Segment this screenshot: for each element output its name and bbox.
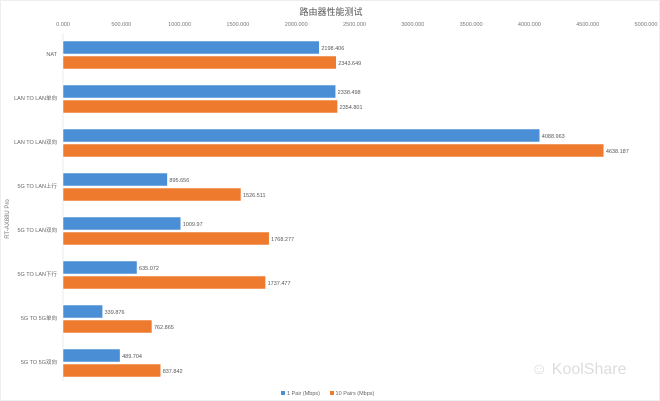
bar-1pair (62, 84, 336, 99)
x-tick-label: 2000.000 (285, 22, 308, 28)
bar-10pairs (62, 143, 605, 158)
category-label: LAN TO LAN双向 (14, 138, 57, 146)
bar-10pairs (62, 319, 153, 334)
legend-item-10pairs: 10 Pairs (Mbps) (329, 391, 374, 397)
bar-10pairs (62, 275, 266, 290)
x-tick-label: 3500.000 (460, 22, 483, 28)
x-tick-label: 5000.000 (635, 22, 658, 28)
watermark: ☺ KoolShare (531, 361, 627, 378)
category-label: 5G TO 5G双向 (21, 358, 57, 366)
x-tick-label: 500.000 (111, 22, 131, 28)
category-label: NAT (46, 52, 57, 58)
data-label: 2343.649 (338, 61, 361, 67)
bar-1pair (62, 348, 121, 363)
bar-10pairs (62, 231, 270, 246)
legend-item-1pair: 1 Pair (Mbps) (281, 391, 320, 397)
category-label: 5G TO LAN上行 (17, 182, 57, 190)
category-label: 5G TO LAN下行 (17, 270, 57, 278)
data-label: 1737.477 (268, 281, 291, 287)
category-label: 5G TO 5G单向 (21, 314, 57, 322)
bar-1pair (62, 128, 541, 143)
data-label: 1526.511 (243, 193, 266, 199)
bar-10pairs (62, 363, 161, 378)
data-label: 339.876 (105, 310, 125, 316)
data-label: 2354.801 (340, 105, 363, 111)
bar-1pair (62, 216, 182, 231)
bar-1pair (62, 40, 320, 55)
bar-1pair (62, 172, 168, 187)
data-label: 4638.187 (606, 149, 629, 155)
bar-10pairs (62, 99, 338, 114)
x-tick-label: 2500.000 (343, 22, 366, 28)
x-tick-label: 1000.000 (168, 22, 191, 28)
data-label: 1009.97 (183, 222, 203, 228)
x-tick-label: 4500.000 (576, 22, 599, 28)
legend: 1 Pair (Mbps) 10 Pairs (Mbps) (281, 391, 382, 397)
bar-1pair (62, 304, 103, 319)
x-tick-label: 3000.000 (401, 22, 424, 28)
data-label: 635.072 (139, 266, 159, 272)
data-label: 837.842 (163, 369, 183, 375)
category-label: LAN TO LAN单向 (14, 94, 57, 102)
data-label: 2338.498 (338, 90, 361, 96)
bar-1pair (62, 260, 138, 275)
bar-10pairs (62, 55, 337, 70)
data-label: 1768.277 (271, 237, 294, 243)
data-label: 895.656 (169, 178, 189, 184)
bar-10pairs (62, 187, 242, 202)
data-label: 762.865 (154, 325, 174, 331)
chart-title: 路由器性能测试 (299, 7, 363, 17)
data-label: 2198.406 (321, 46, 344, 52)
x-tick-label: 0.000 (56, 22, 70, 28)
data-label: 489.704 (122, 354, 142, 360)
category-label: 5G TO LAN双向 (17, 226, 57, 234)
x-tick-label: 4000.000 (518, 22, 541, 28)
data-label: 4088.963 (542, 134, 565, 140)
x-tick-label: 1500.000 (226, 22, 249, 28)
